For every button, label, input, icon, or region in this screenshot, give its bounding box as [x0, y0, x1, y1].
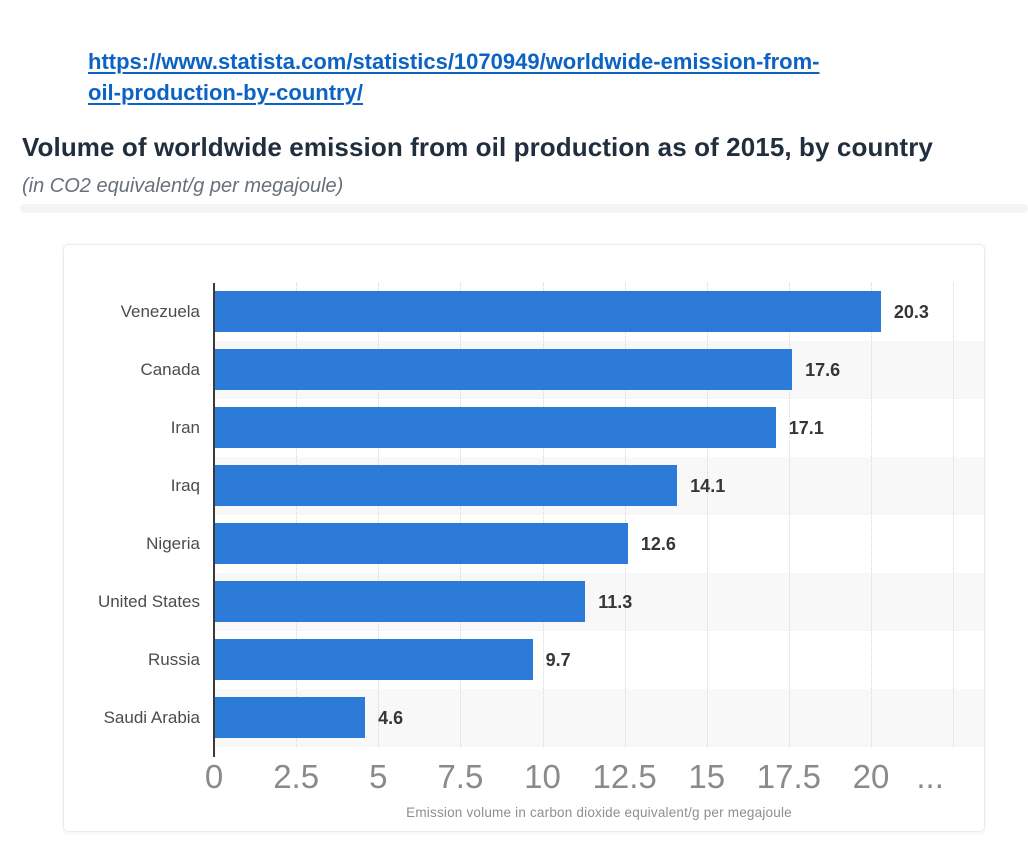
plot-area: 20.3 17.6 17.1 14.1 12.6 11.3 9.7 4.6 [213, 283, 984, 757]
bar-nigeria[interactable] [214, 523, 628, 564]
gridline [624, 283, 626, 747]
bar-iraq[interactable] [214, 465, 678, 506]
bar-russia[interactable] [214, 639, 533, 680]
value-label: 20.3 [893, 302, 929, 322]
x-tick-label: 20 [852, 758, 890, 795]
gridline [378, 283, 380, 747]
x-axis-ticks: 0 2.5 5 7.5 10 12.5 15 17.5 20... [205, 755, 984, 799]
chart-row: 9.7 [214, 631, 984, 689]
x-tick-label: 10 [524, 758, 561, 795]
x-tick-label: 7.5 [437, 758, 484, 795]
source-url-line2: oil-production-by-country/ [88, 80, 363, 105]
x-tick-ellipsis: ... [916, 758, 944, 795]
category-label: United States [97, 592, 200, 611]
bar-venezuela[interactable] [214, 291, 881, 332]
gridline [542, 283, 544, 747]
gridline [460, 283, 462, 747]
chart-row: 17.6 [214, 341, 984, 399]
chart-row: 11.3 [214, 573, 984, 631]
gridline [953, 283, 955, 747]
page-title: Volume of worldwide emission from oil pr… [22, 132, 933, 162]
category-label: Saudi Arabia [103, 708, 200, 727]
gridline [788, 283, 790, 747]
category-label: Iran [170, 418, 200, 437]
gridline [296, 283, 298, 747]
value-label: 17.1 [788, 418, 824, 438]
x-tick-label: 15 [688, 758, 726, 795]
chart-row: 14.1 [214, 457, 984, 515]
value-label: 14.1 [690, 476, 726, 496]
y-axis-line [213, 283, 215, 757]
chart-row: 12.6 [214, 515, 984, 573]
x-tick-label: 12.5 [592, 758, 657, 795]
category-label: Canada [140, 360, 200, 379]
bar-iran[interactable] [214, 407, 776, 448]
category-label: Russia [148, 650, 200, 669]
chart-row: 20.3 [214, 283, 984, 341]
x-tick-label: 0 [204, 758, 224, 795]
value-label: 4.6 [378, 708, 404, 728]
category-label: Iraq [170, 476, 200, 495]
value-label: 9.7 [545, 650, 571, 670]
x-tick-label: 2.5 [273, 758, 320, 795]
bar-canada[interactable] [214, 349, 793, 390]
page-subtitle: (in CO2 equivalent/g per megajoule) [22, 175, 344, 197]
gridline [871, 283, 872, 747]
chart-card: Venezuela Canada Iran Iraq Nigeria United Sta… [63, 244, 985, 832]
gridline [706, 283, 708, 747]
source-url-link[interactable]: https://www.statista.com/statistics/1070… [88, 46, 820, 108]
value-label: 11.3 [598, 592, 633, 612]
x-axis-title: Emission volume in carbon dioxide equiva… [406, 805, 792, 820]
x-tick-label: 17.5 [756, 758, 821, 795]
bar-saudi-arabia[interactable] [214, 697, 366, 738]
x-tick-label: 5 [369, 758, 388, 795]
category-label: Venezuela [120, 302, 200, 321]
chart-row: 17.1 [214, 399, 984, 457]
bar-united-states[interactable] [214, 581, 586, 622]
value-label: 12.6 [640, 534, 676, 554]
category-label: Nigeria [146, 534, 200, 553]
y-axis-labels: Venezuela Canada Iran Iraq Nigeria United Sta… [64, 283, 200, 747]
chart-row: 4.6 [214, 689, 984, 747]
value-label: 17.6 [805, 360, 841, 380]
divider-band [20, 204, 1028, 213]
source-url-line1: https://www.statista.com/statistics/1070… [88, 49, 820, 74]
